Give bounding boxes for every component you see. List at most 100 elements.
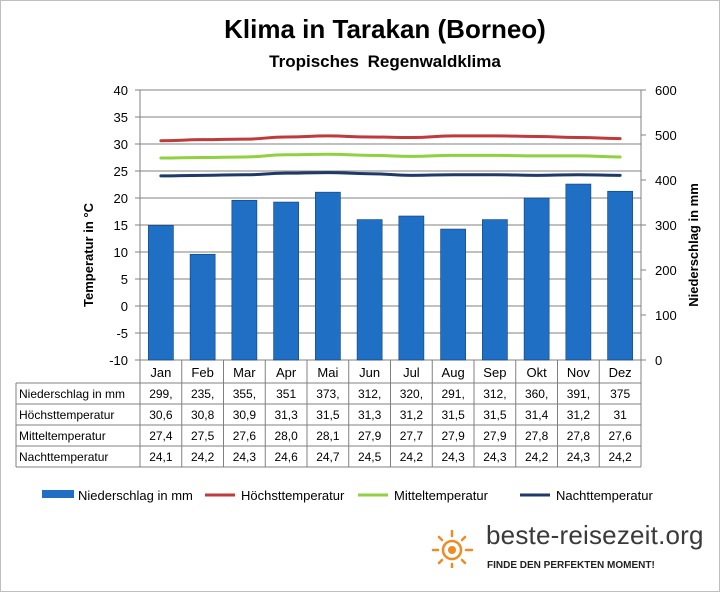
y-left-tick-label: 10 (114, 245, 128, 260)
table-cell: 31,3 (274, 408, 298, 422)
table-cell: 27,7 (400, 429, 424, 443)
table-cell: 31,2 (400, 408, 424, 422)
table-cell: 27,8 (525, 429, 549, 443)
table-cell: 31,5 (316, 408, 340, 422)
table-cell: 373, (316, 387, 339, 401)
legend-swatch (42, 490, 74, 498)
table-cell: 391, (567, 387, 590, 401)
y-left-tick-label: 25 (114, 164, 128, 179)
x-tick-label: Jun (359, 365, 380, 380)
precipitation-bar (148, 225, 174, 361)
brand-name: beste-reisezeit.org (486, 520, 704, 550)
table-cell: 27,4 (149, 429, 173, 443)
table-row-header: Mitteltemperatur (19, 429, 106, 443)
table-cell: 375 (610, 387, 630, 401)
table-cell: 27,5 (191, 429, 215, 443)
table-cell: 30,8 (191, 408, 215, 422)
table-cell: 28,0 (274, 429, 298, 443)
precipitation-bar (482, 219, 508, 361)
y-right-tick-label: 300 (655, 218, 677, 233)
series-line-mitteltemperatur (159, 152, 622, 160)
legend-label: Nachttemperatur (556, 488, 653, 503)
sun-icon (431, 529, 474, 568)
precipitation-bar (189, 253, 216, 361)
table-cell: 27,6 (608, 429, 632, 443)
table-cell: 27,6 (233, 429, 257, 443)
table-cell: 31,5 (441, 408, 465, 422)
y-left-axis-title: Temperatur in °C (81, 202, 96, 307)
table-cell: 312, (358, 387, 381, 401)
precipitation-bar (523, 197, 550, 361)
y-right-axis-title: Niederschlag in mm (686, 183, 701, 307)
table-cell: 24,2 (525, 450, 549, 464)
table-cell: 299, (149, 387, 172, 401)
table-cell: 24,3 (233, 450, 257, 464)
table-cell: 291, (441, 387, 464, 401)
y-right-tick-label: 100 (655, 308, 677, 323)
table-cell: 30,9 (233, 408, 257, 422)
table-cell: 360, (525, 387, 548, 401)
table-cell: 235, (191, 387, 214, 401)
series-line-nachttemperatur (159, 171, 622, 178)
x-tick-label: Apr (276, 365, 297, 380)
table-row-header: Höchsttemperatur (19, 408, 114, 422)
legend-label: Mitteltemperatur (394, 488, 489, 503)
y-right-tick-label: 0 (655, 353, 662, 368)
y-left-tick-label: 20 (114, 191, 128, 206)
x-tick-label: Nov (567, 365, 591, 380)
table-cell: 320, (400, 387, 423, 401)
precipitation-bar (273, 201, 299, 361)
table-cell: 31,2 (567, 408, 591, 422)
precipitation-bar (315, 191, 341, 361)
table-cell: 31,4 (525, 408, 549, 422)
x-tick-label: Mai (317, 365, 338, 380)
table-cell: 27,8 (567, 429, 591, 443)
brand-tagline: FINDE DEN PERFEKTEN MOMENT! (487, 560, 655, 571)
y-right-tick-label: 200 (655, 263, 677, 278)
table-cell: 31,3 (358, 408, 382, 422)
table-cell: 24,3 (441, 450, 465, 464)
table-cell: 355, (233, 387, 256, 401)
table-cell: 24,7 (316, 450, 340, 464)
y-left-tick-label: 35 (114, 110, 128, 125)
table-cell: 24,6 (274, 450, 298, 464)
table-row-header: Nachttemperatur (19, 450, 108, 464)
table-cell: 24,1 (149, 450, 173, 464)
precipitation-bar (440, 228, 466, 361)
table-cell: 28,1 (316, 429, 340, 443)
y-left-tick-label: 5 (121, 272, 128, 287)
y-left-tick-label: 0 (121, 299, 128, 314)
table-cell: 24,5 (358, 450, 382, 464)
x-tick-label: Okt (527, 365, 548, 380)
table-cell: 31 (613, 408, 627, 422)
x-tick-label: Aug (442, 365, 465, 380)
y-left-tick-label: 15 (114, 218, 128, 233)
table-cell: 27,9 (483, 429, 507, 443)
table-cell: 24,2 (191, 450, 215, 464)
x-tick-label: Dez (609, 365, 632, 380)
y-right-tick-label: 600 (655, 83, 677, 98)
x-tick-label: Feb (191, 365, 213, 380)
precipitation-bar (231, 199, 258, 361)
x-tick-label: Jul (403, 365, 420, 380)
chart-subtitle: Tropisches Regenwaldklima (269, 52, 501, 71)
chart-title: Klima in Tarakan (Borneo) (224, 14, 546, 44)
precipitation-bar (607, 190, 633, 361)
x-tick-label: Sep (483, 365, 506, 380)
table-cell: 24,3 (567, 450, 591, 464)
table-cell: 27,9 (358, 429, 382, 443)
precipitation-bar (356, 219, 383, 361)
y-right-tick-label: 500 (655, 128, 677, 143)
series-line-h-chsttemperatur (159, 134, 622, 143)
y-left-tick-label: -10 (109, 353, 128, 368)
x-tick-label: Jan (150, 365, 171, 380)
table-cell: 31,5 (483, 408, 507, 422)
table-cell: 24,2 (608, 450, 632, 464)
y-left-tick-label: 30 (114, 137, 128, 152)
table-row-header: Niederschlag in mm (19, 387, 125, 401)
table-cell: 351 (276, 387, 296, 401)
y-left-tick-label: 40 (114, 83, 128, 98)
table-cell: 30,6 (149, 408, 173, 422)
precipitation-bar (398, 215, 425, 361)
